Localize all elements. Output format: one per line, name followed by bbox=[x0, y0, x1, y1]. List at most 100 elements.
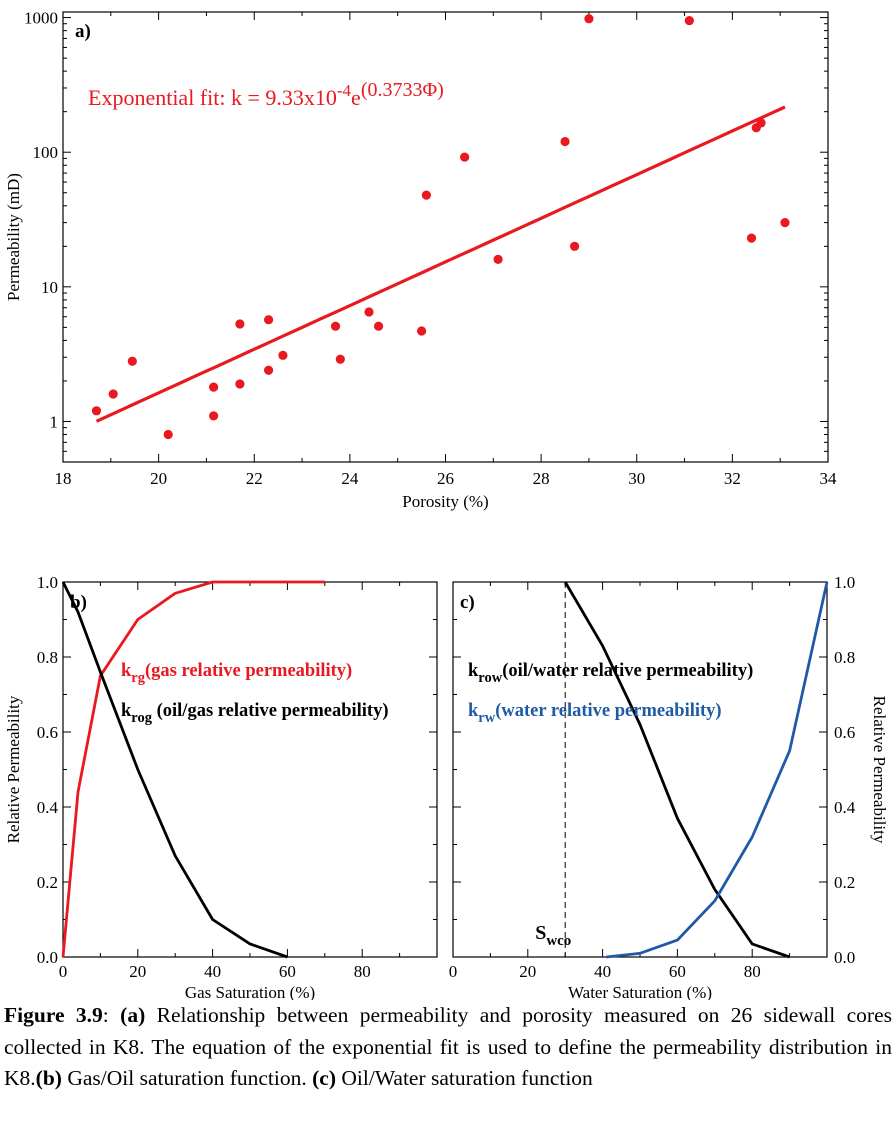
data-point bbox=[235, 379, 245, 389]
plot-b-xtick-label: 40 bbox=[204, 962, 221, 981]
legend-row-rest: (oil/water relative permeability) bbox=[502, 661, 753, 681]
caption-a-tag: (a) bbox=[120, 1003, 146, 1027]
legend-row-sub: row bbox=[478, 670, 502, 686]
plot-c-ytick-label: 0.2 bbox=[834, 873, 855, 892]
legend-row-main: k bbox=[468, 661, 479, 681]
plot-a-xtick-label: 18 bbox=[55, 469, 72, 488]
plot-b-xlabel: Gas Saturation (%) bbox=[185, 983, 315, 1000]
plot-c-xtick-label: 0 bbox=[449, 962, 458, 981]
plot-b-xtick-label: 0 bbox=[59, 962, 68, 981]
plot-a-ytick-label: 10 bbox=[41, 278, 58, 297]
legend-c-rw: krw(water relative permeability) bbox=[468, 701, 722, 726]
plot-b-ytick-label: 0.0 bbox=[37, 948, 58, 967]
caption-a-text: Relationship between permeability and po… bbox=[4, 1003, 893, 1090]
caption-c-text: Oil/Water saturation function bbox=[336, 1066, 593, 1090]
swco-label-main: S bbox=[535, 922, 546, 944]
legend-b-rog: krog (oil/gas relative permeability) bbox=[121, 701, 389, 726]
plot-b-ytick-label: 0.4 bbox=[37, 798, 59, 817]
series-c-row-line bbox=[563, 581, 791, 959]
data-point bbox=[330, 321, 341, 331]
data-point bbox=[263, 365, 274, 375]
data-point bbox=[235, 319, 245, 329]
legend-rw-rest: (water relative permeability) bbox=[495, 701, 721, 721]
plot-a-ytick-label: 1000 bbox=[24, 9, 58, 28]
legend-rg-sub: rg bbox=[131, 670, 145, 686]
plot-b-frame bbox=[62, 581, 438, 958]
fit-eq-exp2: (0.3733Φ) bbox=[361, 79, 444, 101]
data-point bbox=[209, 382, 219, 392]
plot-a-xtick-label: 34 bbox=[820, 469, 838, 488]
plot-a-xtick-label: 32 bbox=[724, 469, 741, 488]
plot-c-frame bbox=[452, 581, 828, 958]
plot-c-ytick-label: 0.0 bbox=[834, 948, 855, 967]
plot-b-ytick-label: 1.0 bbox=[37, 573, 58, 592]
plot-a-xtick-label: 22 bbox=[246, 469, 263, 488]
data-point bbox=[364, 307, 374, 317]
data-point bbox=[335, 354, 345, 364]
series-b-rog-line bbox=[61, 581, 288, 959]
data-point bbox=[163, 429, 173, 440]
fit-equation: Exponential fit: k = 9.33x10-4e(0.3733Φ) bbox=[88, 79, 444, 110]
plot-b-xtick-label: 60 bbox=[279, 962, 296, 981]
plot-a-xtick-label: 26 bbox=[437, 469, 454, 488]
plot-c-xlabel: Water Saturation (%) bbox=[568, 983, 712, 1000]
data-point bbox=[584, 14, 594, 24]
plot-c-ytick-label: 0.8 bbox=[834, 648, 855, 667]
legend-rw-sub: rw bbox=[478, 710, 495, 726]
plot-b-ylabel: Relative Permeability bbox=[4, 695, 23, 843]
plot-a-xtick-label: 24 bbox=[341, 469, 359, 488]
data-point bbox=[373, 321, 384, 331]
data-point bbox=[421, 190, 431, 200]
caption-label: Figure 3.9 bbox=[4, 1003, 103, 1027]
data-point bbox=[460, 152, 470, 162]
caption-b-tag: (b) bbox=[35, 1066, 62, 1090]
plot-a-ytick-label: 100 bbox=[33, 143, 59, 162]
plot-c-ytick-label: 0.6 bbox=[834, 723, 855, 742]
swco-label: Swco bbox=[535, 922, 571, 949]
data-point bbox=[684, 15, 694, 26]
legend-rog-main: k bbox=[121, 701, 132, 721]
series-b-rg-line bbox=[61, 580, 325, 958]
legend-rg-rest: (gas relative permeability) bbox=[145, 661, 352, 681]
caption-sep: : bbox=[102, 1003, 121, 1027]
data-point bbox=[209, 411, 219, 421]
data-point bbox=[756, 118, 766, 128]
plot-b-xtick-label: 80 bbox=[354, 962, 371, 981]
plot-a-xlabel: Porosity (%) bbox=[402, 492, 488, 511]
fit-eq-prefix: Exponential fit: k = 9.33x10 bbox=[88, 85, 337, 110]
plot-a-xtick-label: 20 bbox=[150, 469, 167, 488]
data-point bbox=[278, 350, 288, 360]
legend-rog-sub: rog bbox=[131, 710, 152, 726]
data-point bbox=[746, 233, 757, 243]
data-point bbox=[560, 136, 570, 147]
data-point bbox=[263, 315, 274, 325]
plot-a-xtick-label: 28 bbox=[533, 469, 550, 488]
data-point bbox=[91, 406, 102, 416]
caption-c-tag: (c) bbox=[312, 1066, 337, 1090]
legend-rog-rest: (oil/gas relative permeability) bbox=[152, 701, 389, 721]
plot-c-xtick-label: 80 bbox=[744, 962, 761, 981]
data-point bbox=[108, 389, 118, 399]
plot-b-xtick-label: 20 bbox=[129, 962, 146, 981]
data-point bbox=[493, 254, 503, 264]
plot-b-ytick-label: 0.2 bbox=[37, 873, 58, 892]
plot-a-frame bbox=[62, 11, 829, 463]
plot-c-xtick-label: 60 bbox=[669, 962, 686, 981]
data-point bbox=[127, 356, 137, 366]
fit-line bbox=[95, 105, 786, 423]
plot-b-panel-label: b) bbox=[70, 592, 87, 613]
plot-c-ylabel: Relative Permeability bbox=[870, 696, 889, 844]
plot-c-xtick-label: 20 bbox=[519, 962, 536, 981]
plot-c-ytick-label: 0.4 bbox=[834, 798, 856, 817]
plot-a-ylabel: Permeability (mD) bbox=[4, 173, 23, 301]
plot-a-panel-label: a) bbox=[75, 21, 91, 42]
legend-rg-main: k bbox=[121, 661, 132, 681]
figure-canvas: 18 20 22 24 26 28 30 32 34 1 10 100 1000 Porosity (%)… bbox=[4, 9, 889, 1000]
caption-b-text: Gas/Oil saturation function. bbox=[61, 1066, 313, 1090]
plot-c-panel-label: c) bbox=[460, 592, 475, 613]
series-c-rw-line bbox=[606, 581, 829, 959]
legend-rw-main: k bbox=[468, 701, 479, 721]
legend-b-rg: krg(gas relative permeability) bbox=[121, 661, 352, 686]
plot-b-ytick-label: 0.6 bbox=[37, 723, 58, 742]
data-point bbox=[569, 241, 580, 251]
